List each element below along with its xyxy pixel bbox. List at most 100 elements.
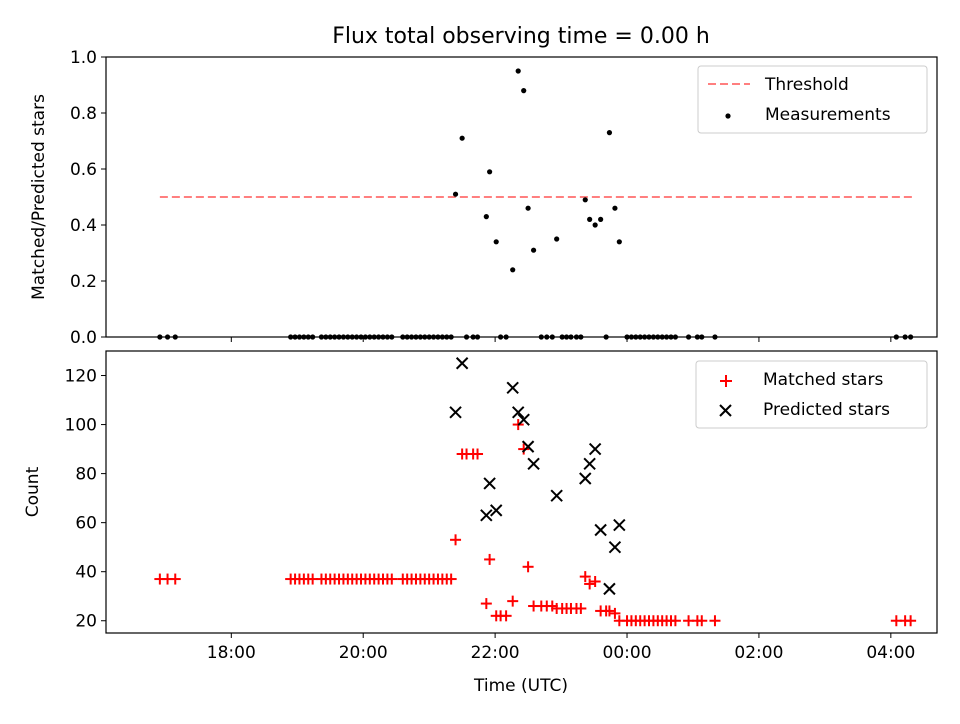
measurement-point: [510, 267, 516, 273]
matched-star-point: [480, 598, 492, 610]
legend-measurements-swatch: [725, 113, 731, 119]
matched-star-point: [500, 610, 512, 622]
count-y-tick-label: 80: [75, 465, 97, 485]
predicted-star-point: [490, 504, 503, 517]
matched-star-point: [584, 578, 596, 590]
matched-star-point: [386, 573, 398, 585]
count-y-tick-label: 120: [65, 367, 97, 387]
count-legend: Matched stars Predicted stars: [695, 360, 928, 429]
count-y-tick-label: 20: [75, 612, 97, 632]
measurement-point: [587, 216, 593, 222]
predicted-star-stroke-b: [490, 504, 503, 517]
predicted-star-stroke-b: [603, 582, 616, 596]
matched-star-point: [472, 448, 484, 460]
measurement-point: [487, 169, 493, 175]
predicted-star-point: [613, 518, 626, 532]
count-y-tick-label: 100: [65, 416, 97, 436]
figure-title: Flux total observing time = 0.00 h: [332, 24, 710, 49]
measurement-point: [493, 239, 499, 245]
count-panel: Count 20 40 60 80 100 120 Matched stars Predi…: [23, 337, 938, 696]
matched-star-point: [579, 571, 591, 583]
legend-predicted-label: Predicted stars: [763, 400, 890, 420]
legend-matched-swatch: [720, 375, 732, 387]
measurement-point: [525, 205, 531, 211]
predicted-star-point: [579, 472, 592, 485]
predicted-star-point: [449, 406, 462, 419]
x-tick-label: 22:00: [471, 643, 520, 663]
measurement-point: [598, 216, 604, 222]
matched-star-point: [575, 602, 587, 614]
matched-star-point: [603, 605, 615, 617]
measurement-point: [554, 236, 560, 242]
ratio-y-tick-label: 0.8: [70, 104, 97, 124]
predicted-star-stroke-b: [550, 489, 563, 502]
ratio-y-tick-label: 0.2: [70, 272, 97, 292]
x-axis-label: Time (UTC): [473, 676, 568, 696]
measurement-point: [515, 68, 521, 74]
predicted-star-stroke-b: [613, 518, 626, 532]
matched-star-point: [589, 576, 601, 588]
ratio-y-tick-label: 0.6: [70, 160, 97, 180]
x-tick-label: 20:00: [339, 643, 388, 663]
ratio-y-tick-label: 1.0: [70, 48, 97, 68]
measurement-point: [459, 135, 465, 141]
ratio-plot-frame: [105, 56, 938, 338]
matched-star-point: [609, 607, 621, 619]
count-y-tick-label: 60: [75, 514, 97, 534]
measurement-point: [582, 197, 588, 203]
predicted-star-stroke-b: [608, 540, 622, 554]
predicted-star-point: [511, 406, 525, 419]
predicted-star-point: [521, 440, 535, 453]
count-y-tick-label: 40: [75, 563, 97, 583]
predicted-star-point: [603, 582, 616, 596]
x-tick-label: 00:00: [603, 643, 652, 663]
predicted-star-stroke-b: [579, 472, 592, 485]
predicted-star-stroke-b: [480, 509, 493, 522]
predicted-star-point: [594, 523, 607, 537]
ratio-legend: Threshold Measurements: [697, 65, 928, 134]
x-tick-label: 04:00: [866, 643, 915, 663]
x-tick-label: 02:00: [734, 643, 783, 663]
ratio-legend-box: [697, 65, 928, 134]
predicted-star-stroke-b: [506, 381, 519, 394]
measurement-point: [616, 239, 622, 245]
matched-star-point: [709, 615, 721, 627]
measurement-point: [452, 191, 459, 197]
predicted-star-point: [608, 540, 622, 554]
predicted-star-point: [517, 413, 530, 426]
predicted-star-point: [506, 381, 519, 394]
measurement-point: [606, 130, 613, 136]
legend-matched-label: Matched stars: [763, 370, 883, 390]
matched-star-point: [445, 573, 457, 585]
matched-star-point: [484, 553, 496, 565]
measurement-point: [592, 222, 598, 228]
matched-star-point: [169, 573, 181, 585]
predicted-star-stroke-b: [483, 477, 496, 490]
measurement-point: [521, 88, 527, 94]
predicted-star-point: [455, 357, 469, 370]
ratio-panel: Matched/Predicted stars 0.0 0.2 0.4 0.6 0.8 1…: [29, 48, 938, 348]
predicted-star-point: [480, 509, 493, 522]
legend-predicted-swatch: [719, 404, 732, 417]
matched-star-point: [507, 595, 519, 607]
predicted-star-stroke-b: [594, 523, 607, 537]
count-plot-frame: [105, 350, 938, 634]
matched-star-point: [696, 615, 708, 627]
ratio-y-axis-label: Matched/Predicted stars: [29, 94, 49, 300]
x-tick-label: 18:00: [207, 643, 256, 663]
predicted-star-stroke-b: [527, 457, 540, 471]
count-y-axis-label: Count: [23, 466, 43, 517]
predicted-star-point: [588, 442, 602, 456]
matched-star-point: [518, 443, 530, 455]
matched-star-point: [450, 534, 462, 546]
count-legend-box: [695, 360, 928, 429]
ratio-y-tick-label: 0.0: [70, 328, 97, 348]
predicted-star-stroke-b: [517, 413, 530, 426]
predicted-star-point: [550, 489, 563, 502]
predicted-star-stroke-b: [511, 406, 525, 419]
predicted-star-stroke-b: [583, 457, 596, 471]
legend-measurements-label: Measurements: [765, 105, 891, 125]
matched-star-point: [669, 615, 681, 627]
predicted-star-stroke-b: [588, 442, 602, 456]
